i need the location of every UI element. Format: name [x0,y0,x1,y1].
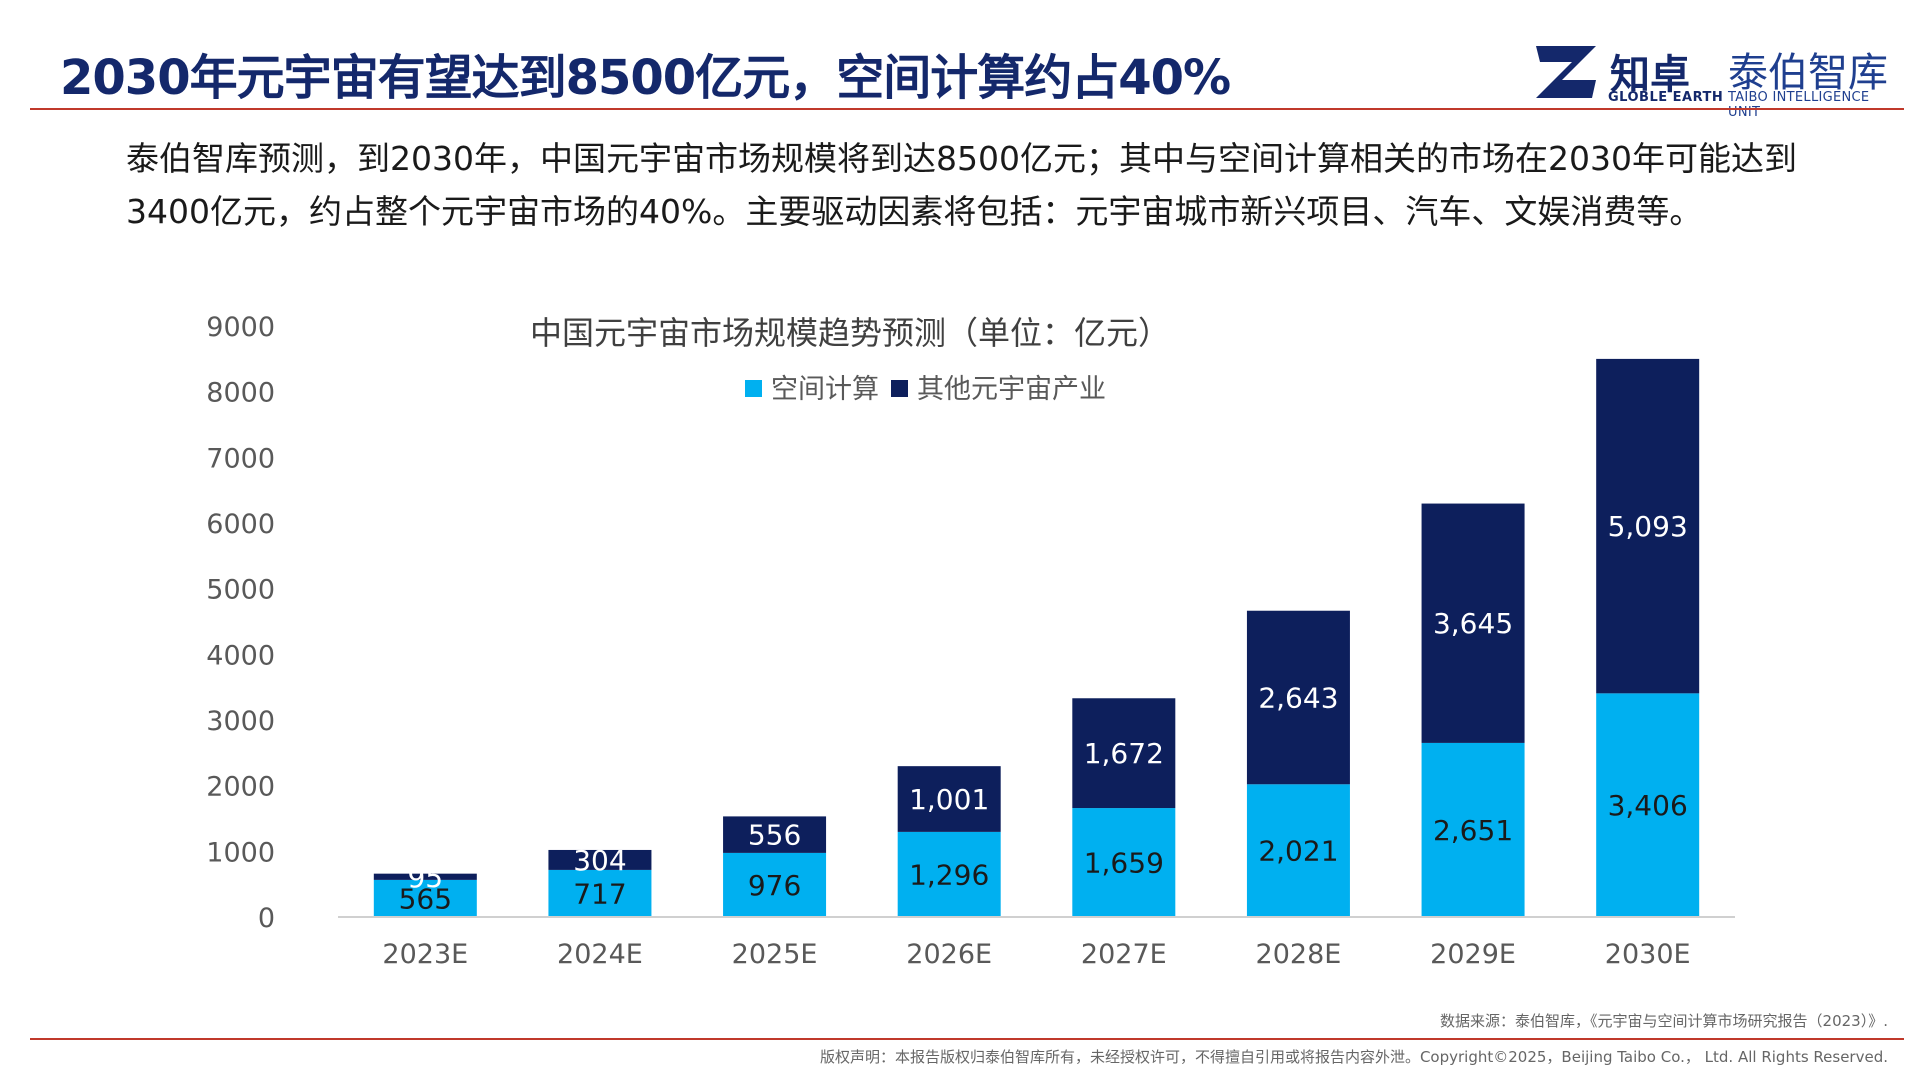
bar-spatial-computing [1421,742,1525,917]
data-source-note: 数据来源：泰伯智库，《元宇宙与空间计算市场研究报告（2023）》. [1440,1012,1888,1030]
x-tick-label: 2027E [1081,939,1167,970]
brand-logos: 知卓 GLOBLE EARTH 泰伯智库 TAIBO INTELLIGENCE … [1530,40,1890,120]
logo-secondary-text: 泰伯智库 [1728,50,1888,96]
x-axis: 2023E 2024E 2025E 2026E 2027E 2028E 2029E 2030E [338,916,1735,970]
bar-spatial-computing [548,869,652,917]
data-label-spatial: 565 [399,882,452,915]
y-tick-label: 0 [258,903,275,934]
legend-label-spatial: 空间计算 [771,374,879,405]
y-axis: 0 1000 2000 3000 4000 5000 6000 7000 8000 9000 [206,312,275,934]
y-tick-label: 5000 [206,575,275,606]
bar-other-metaverse [1246,610,1350,785]
bar-spatial-computing [897,831,1001,917]
page-title: 2030年元宇宙有望达到8500亿元，空间计算约占40% [60,50,1231,106]
copyright-notice: 版权声明：本报告版权归泰伯智库所有，未经授权许可，不得擅自引用或将报告内容外泄。… [819,1048,1888,1066]
logo-primary-subtext: GLOBLE EARTH [1608,90,1724,105]
data-label-spatial: 3,406 [1608,789,1688,822]
logo-primary-text: 知卓 [1610,52,1690,98]
data-label-other: 1,672 [1084,737,1164,770]
bar-spatial-computing [1246,784,1350,917]
x-tick-label: 2028E [1256,939,1342,970]
y-tick-label: 8000 [206,378,275,409]
bar-spatial-computing [1596,693,1700,917]
y-tick-label: 3000 [206,706,275,737]
data-label-spatial: 717 [573,877,626,910]
bar-other-metaverse [1421,503,1525,743]
bar-other-metaverse [1072,698,1176,809]
bar-other-metaverse [723,816,827,853]
header-divider [30,108,1904,110]
y-tick-label: 6000 [206,509,275,540]
x-tick-label: 2024E [557,939,643,970]
bar-other-metaverse [1596,358,1700,694]
data-label-spatial: 976 [748,869,801,902]
legend-swatch-spatial [745,380,762,397]
data-label-other: 1,001 [909,783,989,816]
market-size-chart: 中国元宇宙市场规模趋势预测（单位：亿元） 空间计算 其他元宇宙产业 0 1000 20… [206,312,1735,970]
y-tick-label: 7000 [206,443,275,474]
data-label-spatial: 2,021 [1258,835,1338,868]
chart-legend: 空间计算 其他元宇宙产业 [745,374,1106,405]
legend-label-other: 其他元宇宙产业 [917,374,1106,405]
y-tick-label: 4000 [206,640,275,671]
data-label-other: 304 [573,844,626,877]
chart-title: 中国元宇宙市场规模趋势预测（单位：亿元） [530,314,1170,352]
intro-paragraph: 泰伯智库预测，到2030年，中国元宇宙市场规模将到达8500亿元；其中与空间计算… [126,139,1797,231]
data-label-other: 95 [407,861,443,894]
x-tick-label: 2029E [1430,939,1516,970]
footer-divider [30,1038,1904,1040]
globle-earth-logo-icon [1536,46,1596,98]
x-tick-label: 2025E [732,939,818,970]
data-label-spatial: 1,296 [909,858,989,891]
bar-spatial-computing [723,852,827,917]
bar-other-metaverse [548,849,652,870]
bar-spatial-computing [1072,808,1176,917]
data-label-other: 556 [748,819,801,852]
x-tick-label: 2030E [1605,939,1691,970]
y-tick-label: 9000 [206,312,275,343]
bar-other-metaverse [897,766,1001,832]
data-label-other: 3,645 [1433,607,1513,640]
x-tick-label: 2026E [906,939,992,970]
data-label-spatial: 2,651 [1433,814,1513,847]
bar-other-metaverse [373,873,477,880]
x-tick-label: 2023E [382,939,468,970]
y-tick-label: 1000 [206,837,275,868]
data-label-other: 2,643 [1258,682,1338,715]
data-label-other: 5,093 [1608,510,1688,543]
legend-swatch-other [891,380,908,397]
bar-spatial-computing [373,879,477,917]
y-tick-label: 2000 [206,772,275,803]
data-label-spatial: 1,659 [1084,847,1164,880]
